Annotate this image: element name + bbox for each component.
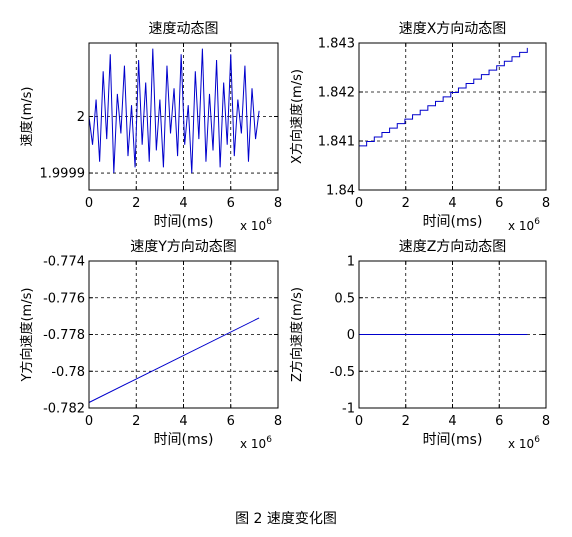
x-tick-label: 4 xyxy=(448,414,456,429)
y-tick-label: -0.778 xyxy=(43,328,85,343)
chart-title: 速度动态图 xyxy=(149,21,219,37)
x-tick-label: 6 xyxy=(495,196,503,211)
series-line xyxy=(88,317,260,403)
x-exponent-label: x 106 xyxy=(508,435,540,451)
x-tick-label: 2 xyxy=(132,414,140,429)
x-tick-label: 0 xyxy=(355,414,363,429)
x-axis-label: 时间(ms) xyxy=(154,432,214,448)
x-tick-label: 0 xyxy=(355,196,363,211)
plot-frame xyxy=(358,260,547,409)
x-tick-label: 6 xyxy=(495,414,503,429)
x-tick-label: 0 xyxy=(85,196,93,211)
y-tick-label: 2 xyxy=(77,110,85,125)
plot-frame xyxy=(358,42,547,191)
plot-frame xyxy=(88,260,279,409)
y-tick-label: 1 xyxy=(347,255,355,270)
x-tick-label: 2 xyxy=(402,414,410,429)
x-tick-label: 2 xyxy=(132,196,140,211)
y-tick-label: -0.78 xyxy=(51,365,85,380)
y-axis-label: 速度(m/s) xyxy=(19,87,35,147)
x-tick-label: 8 xyxy=(274,196,282,211)
series-line xyxy=(88,48,260,174)
y-tick-label: -0.776 xyxy=(43,291,85,306)
x-axis-label: 时间(ms) xyxy=(154,214,214,230)
x-tick-label: 6 xyxy=(227,414,235,429)
x-tick-label: 4 xyxy=(179,414,187,429)
chart-title: 速度X方向动态图 xyxy=(399,21,507,37)
figure-caption: 图 2 速度变化图 xyxy=(235,511,337,527)
y-tick-label: 0 xyxy=(347,328,355,343)
x-exponent-label: x 106 xyxy=(240,217,272,233)
y-tick-label: -0.774 xyxy=(43,255,85,270)
x-tick-label: 4 xyxy=(448,196,456,211)
y-tick-label: -1 xyxy=(342,402,355,417)
chart-title: 速度Y方向动态图 xyxy=(130,239,237,255)
x-exponent-label: x 106 xyxy=(508,217,540,233)
y-tick-label: 0.5 xyxy=(334,291,355,306)
y-axis-label: Y方向速度(m/s) xyxy=(19,288,35,383)
series-line xyxy=(359,47,528,147)
x-tick-label: 6 xyxy=(227,196,235,211)
y-axis-label: Z方向速度(m/s) xyxy=(289,287,305,382)
y-tick-label: 1.842 xyxy=(318,86,355,101)
x-axis-label: 时间(ms) xyxy=(423,432,483,448)
x-tick-label: 8 xyxy=(274,414,282,429)
x-tick-label: 8 xyxy=(542,196,550,211)
y-tick-label: 1.84 xyxy=(326,184,355,199)
x-axis-label: 时间(ms) xyxy=(423,214,483,230)
y-tick-label: 1.843 xyxy=(318,37,355,52)
y-tick-label: 1.9999 xyxy=(40,167,86,182)
y-axis-label: X方向速度(m/s) xyxy=(289,69,305,164)
y-tick-label: 1.841 xyxy=(318,135,355,150)
y-tick-label: -0.5 xyxy=(330,365,355,380)
x-tick-label: 8 xyxy=(542,414,550,429)
y-tick-label: -0.782 xyxy=(43,402,85,417)
chart-title: 速度Z方向动态图 xyxy=(399,239,507,255)
x-tick-label: 2 xyxy=(402,196,410,211)
x-tick-label: 4 xyxy=(179,196,187,211)
plot-frame xyxy=(88,42,279,191)
x-exponent-label: x 106 xyxy=(240,435,272,451)
subplot-3: 0 2 4 6 8 -0.782 -0.78 -0.778 -0.776 -0.774 速度Y方向动… xyxy=(19,239,282,451)
x-tick-label: 0 xyxy=(85,414,93,429)
